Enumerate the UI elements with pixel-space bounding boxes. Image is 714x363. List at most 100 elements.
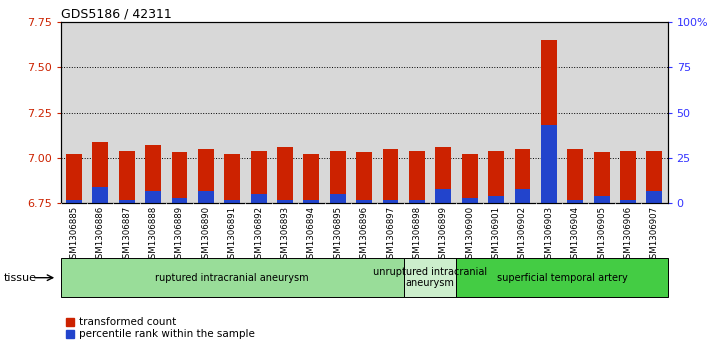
- Text: GSM1306889: GSM1306889: [175, 206, 184, 264]
- Bar: [277, 200, 293, 203]
- Bar: [409, 151, 425, 203]
- Bar: [325, 22, 351, 203]
- Text: GSM1306895: GSM1306895: [333, 206, 342, 264]
- Bar: [515, 189, 531, 203]
- Bar: [383, 200, 398, 203]
- Text: GSM1306892: GSM1306892: [254, 206, 263, 264]
- Bar: [277, 147, 293, 203]
- Bar: [219, 22, 246, 203]
- Bar: [171, 152, 187, 203]
- Text: tissue: tissue: [4, 273, 36, 283]
- Bar: [456, 22, 483, 203]
- Bar: [568, 149, 583, 203]
- Bar: [119, 200, 134, 203]
- Bar: [224, 154, 240, 203]
- Bar: [483, 22, 509, 203]
- Bar: [488, 151, 504, 203]
- Bar: [330, 194, 346, 203]
- Bar: [594, 152, 610, 203]
- Bar: [145, 191, 161, 203]
- Bar: [356, 200, 372, 203]
- Text: GSM1306906: GSM1306906: [623, 206, 633, 264]
- Text: unruptured intracranial
aneurysm: unruptured intracranial aneurysm: [373, 267, 487, 289]
- Text: GSM1306903: GSM1306903: [544, 206, 553, 264]
- Bar: [272, 22, 298, 203]
- Text: GSM1306905: GSM1306905: [597, 206, 606, 264]
- Bar: [594, 196, 610, 203]
- Text: GSM1306898: GSM1306898: [413, 206, 421, 264]
- Bar: [620, 200, 636, 203]
- Text: GSM1306886: GSM1306886: [96, 206, 105, 264]
- Bar: [509, 22, 536, 203]
- Bar: [588, 22, 615, 203]
- Bar: [383, 149, 398, 203]
- Bar: [66, 154, 82, 203]
- Legend: transformed count, percentile rank within the sample: transformed count, percentile rank withi…: [66, 317, 256, 339]
- Bar: [409, 200, 425, 203]
- Bar: [66, 200, 82, 203]
- Bar: [356, 152, 372, 203]
- Bar: [568, 200, 583, 203]
- Bar: [166, 22, 193, 203]
- Bar: [246, 22, 272, 203]
- Bar: [351, 22, 377, 203]
- Bar: [377, 22, 403, 203]
- Bar: [87, 22, 114, 203]
- Text: GSM1306904: GSM1306904: [570, 206, 580, 264]
- Text: ruptured intracranial aneurysm: ruptured intracranial aneurysm: [156, 273, 309, 283]
- Text: GSM1306894: GSM1306894: [307, 206, 316, 264]
- Text: GSM1306887: GSM1306887: [122, 206, 131, 264]
- Text: GSM1306907: GSM1306907: [650, 206, 659, 264]
- Bar: [515, 149, 531, 203]
- Bar: [541, 125, 557, 203]
- Bar: [303, 200, 319, 203]
- Bar: [198, 149, 213, 203]
- Bar: [646, 191, 663, 203]
- Text: GDS5186 / 42311: GDS5186 / 42311: [61, 8, 171, 21]
- Bar: [140, 22, 166, 203]
- Bar: [193, 22, 219, 203]
- Bar: [92, 187, 109, 203]
- Text: GSM1306900: GSM1306900: [466, 206, 474, 264]
- Text: GSM1306899: GSM1306899: [439, 206, 448, 264]
- FancyBboxPatch shape: [456, 258, 668, 297]
- Bar: [224, 200, 240, 203]
- Bar: [298, 22, 325, 203]
- Text: GSM1306888: GSM1306888: [149, 206, 158, 264]
- Text: GSM1306893: GSM1306893: [281, 206, 289, 264]
- Text: superficial temporal artery: superficial temporal artery: [497, 273, 628, 283]
- Bar: [171, 198, 187, 203]
- Bar: [198, 191, 213, 203]
- Bar: [536, 22, 562, 203]
- Bar: [462, 154, 478, 203]
- Bar: [61, 22, 87, 203]
- Text: GSM1306902: GSM1306902: [518, 206, 527, 264]
- Bar: [403, 22, 430, 203]
- Bar: [145, 145, 161, 203]
- Bar: [119, 151, 134, 203]
- Bar: [251, 194, 266, 203]
- Text: GSM1306885: GSM1306885: [69, 206, 79, 264]
- Bar: [303, 154, 319, 203]
- Text: GSM1306896: GSM1306896: [360, 206, 368, 264]
- Bar: [114, 22, 140, 203]
- Bar: [646, 151, 663, 203]
- Bar: [541, 40, 557, 203]
- Bar: [330, 151, 346, 203]
- Bar: [430, 22, 456, 203]
- Bar: [641, 22, 668, 203]
- Text: GSM1306901: GSM1306901: [491, 206, 501, 264]
- Bar: [615, 22, 641, 203]
- FancyBboxPatch shape: [403, 258, 456, 297]
- Bar: [436, 147, 451, 203]
- Bar: [462, 198, 478, 203]
- Bar: [436, 189, 451, 203]
- Bar: [620, 151, 636, 203]
- Bar: [488, 196, 504, 203]
- Text: GSM1306891: GSM1306891: [228, 206, 237, 264]
- Text: GSM1306890: GSM1306890: [201, 206, 211, 264]
- Bar: [562, 22, 588, 203]
- Text: GSM1306897: GSM1306897: [386, 206, 395, 264]
- Bar: [251, 151, 266, 203]
- FancyBboxPatch shape: [61, 258, 403, 297]
